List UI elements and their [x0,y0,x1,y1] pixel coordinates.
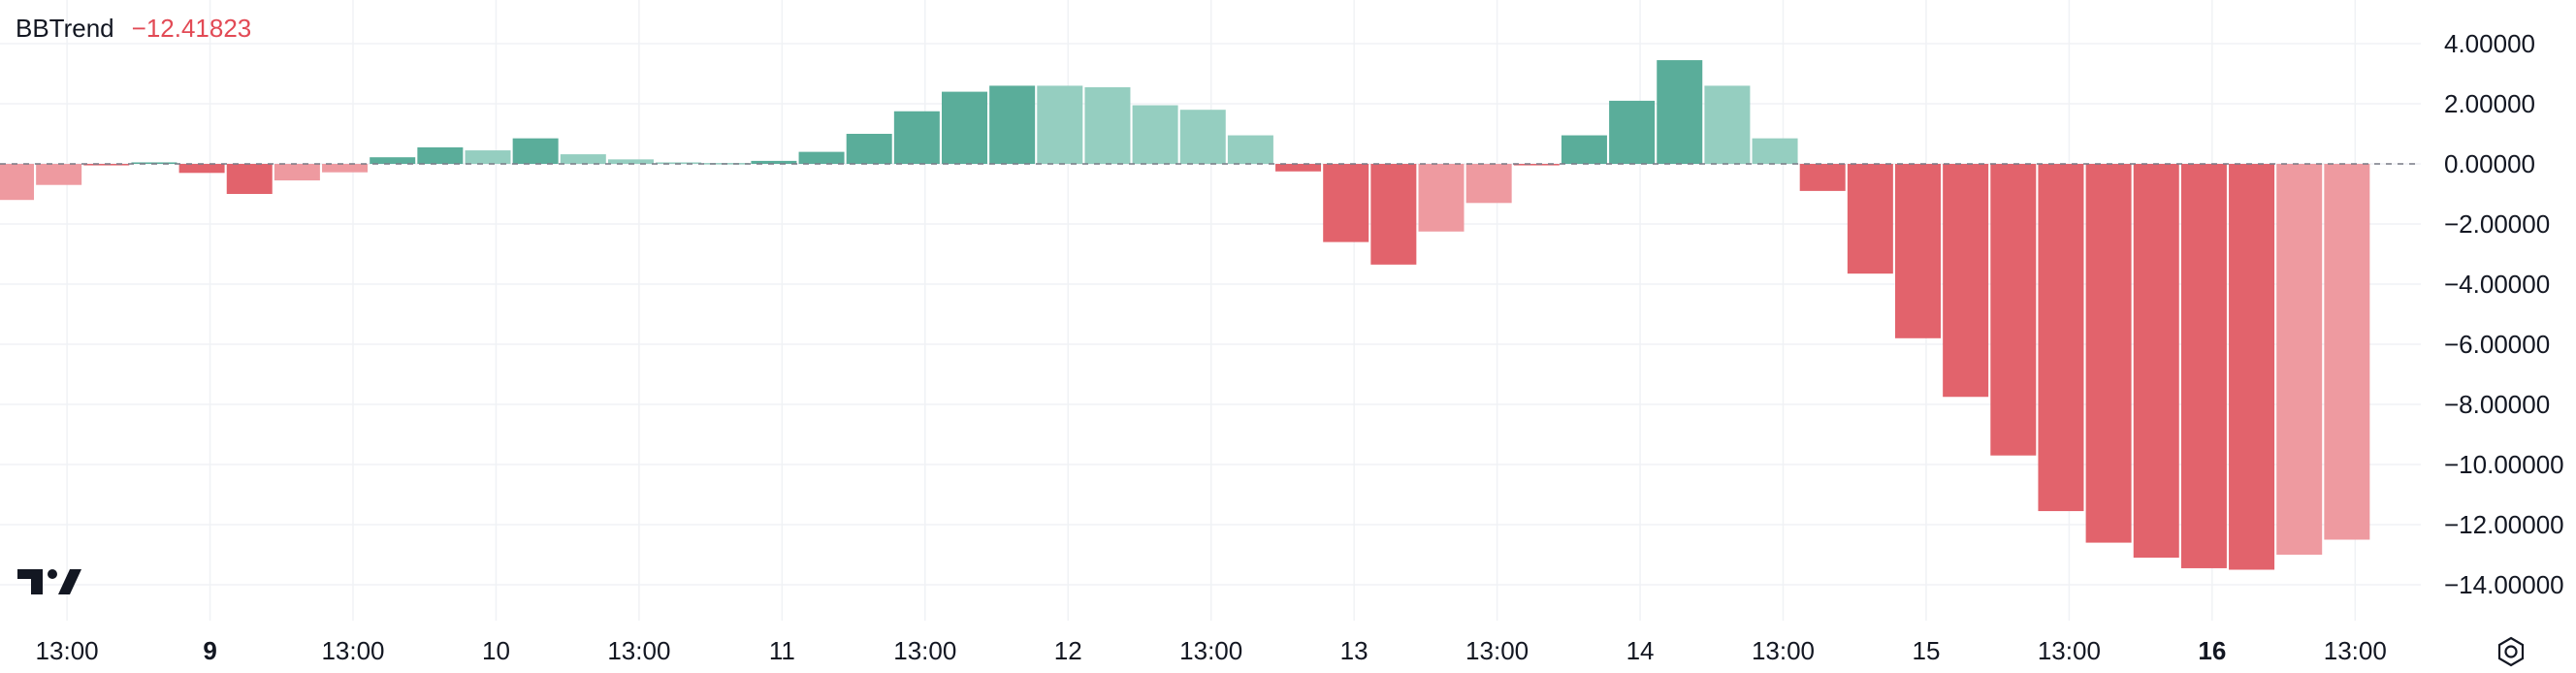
histogram-bar [607,159,654,164]
indicator-name[interactable]: BBTrend [16,14,114,43]
histogram-bar [417,146,464,164]
x-tick-label: 16 [2198,636,2226,665]
histogram-bar [83,164,130,166]
x-tick-label: 13:00 [321,636,384,665]
x-tick-label: 13:00 [1465,636,1529,665]
histogram-bar [1179,110,1226,164]
y-tick-label: 2.00000 [2444,89,2535,118]
y-tick-label: −10.00000 [2444,450,2564,479]
histogram-bar [465,150,511,164]
histogram-bar [942,91,987,164]
histogram-bar [226,164,273,194]
x-tick-label: 14 [1626,636,1655,665]
settings-gear-icon[interactable] [2495,635,2528,668]
histogram-bar [1465,164,1512,204]
x-tick-label: 12 [1054,636,1082,665]
time-scale: 13:00 9 13:00 10 13:00 11 13:00 12 13:00 13 13:00 1… [36,636,2387,665]
x-tick-label: 13:00 [893,636,956,665]
histogram-bar [370,157,416,164]
x-tick-label: 10 [482,636,510,665]
histogram-bar [1990,164,2037,456]
chart-bars [0,60,2370,570]
x-tick-label: 13 [1340,636,1368,665]
histogram-bar [1799,164,1846,191]
histogram-bar [1132,105,1178,164]
histogram-bar [2229,164,2275,570]
histogram-bar [1084,86,1131,164]
histogram-bar [2085,164,2132,543]
histogram-bar [2038,164,2084,512]
histogram-bar [798,151,845,164]
histogram-bar [1275,164,1322,172]
histogram-bar [751,160,797,164]
indicator-value: −12.41823 [131,14,252,43]
indicator-legend[interactable]: BBTrend −12.41823 [16,14,251,44]
histogram-bar [1657,60,1703,164]
x-tick-label: 13:00 [1752,636,1815,665]
histogram-bar [560,154,606,164]
y-tick-label: −4.00000 [2444,270,2550,299]
x-tick-label: 13:00 [2038,636,2101,665]
histogram-bar [1513,164,1560,166]
y-tick-label: −8.00000 [2444,390,2550,419]
histogram-bar [1370,164,1417,265]
y-tick-label: 0.00000 [2444,149,2535,178]
x-tick-label: 13:00 [607,636,670,665]
histogram-bar [656,162,702,164]
histogram-bar [1037,85,1083,164]
x-tick-label: 13:00 [1179,636,1242,665]
histogram-bar [893,111,940,164]
histogram-bar [1609,100,1656,164]
histogram-bar [1895,164,1941,338]
histogram-bar [131,162,177,164]
histogram-bar [36,164,82,185]
histogram-bar [989,85,1036,164]
histogram-bar [2133,164,2179,559]
histogram-bar [1847,164,1893,274]
histogram-bar [178,164,225,174]
histogram-bar [1323,164,1369,242]
x-tick-label: 13:00 [36,636,99,665]
histogram-bar [2180,164,2227,568]
histogram-bar [512,138,559,164]
x-tick-label: 11 [769,636,795,665]
histogram-bar [1418,164,1465,232]
histogram-bar [0,164,34,201]
y-tick-label: 4.00000 [2444,29,2535,58]
histogram-bar [2276,164,2323,555]
histogram-bar [1943,164,1989,398]
histogram-bar [1704,85,1751,164]
tradingview-logo-icon[interactable] [17,565,81,598]
price-scale: 4.00000 2.00000 0.00000 −2.00000 −4.00000 −6.… [2444,29,2564,599]
y-tick-label: −2.00000 [2444,209,2550,239]
x-tick-label: 15 [1912,636,1940,665]
y-tick-label: −12.00000 [2444,510,2564,539]
x-tick-label: 9 [203,636,216,665]
histogram-bar [846,134,892,164]
y-tick-label: −14.00000 [2444,570,2564,599]
histogram-bar [1227,135,1273,164]
histogram-bar [322,164,369,173]
x-tick-label: 13:00 [2324,636,2387,665]
histogram-bar [1561,135,1607,164]
histogram-bar [2324,164,2370,540]
histogram-bar [1752,138,1798,164]
y-tick-label: −6.00000 [2444,330,2550,359]
histogram-bar [274,164,320,181]
